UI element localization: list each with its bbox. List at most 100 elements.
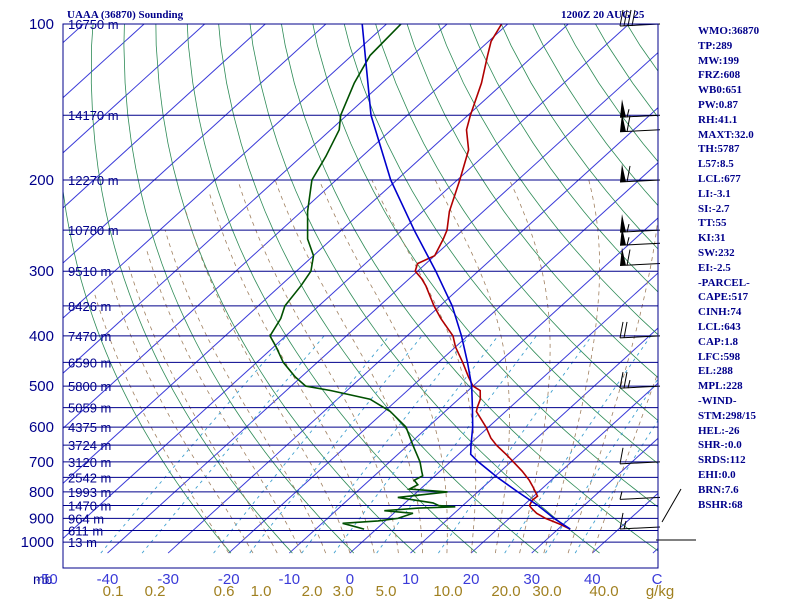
moist-adiabat-line <box>591 371 658 554</box>
wind-barb-pennant <box>620 163 626 182</box>
wind-barb-layer <box>619 9 696 541</box>
stability-index: LCL:677 <box>698 172 741 185</box>
mixing-ratio-line <box>213 335 390 554</box>
stability-index: HEL:-26 <box>698 424 740 437</box>
stability-index: EI:-2.5 <box>698 261 731 274</box>
isotherm-line <box>63 24 448 374</box>
temperature-tick-label: 10 <box>402 571 419 588</box>
dry-adiabat-line <box>765 0 800 553</box>
wind-barb-shaft <box>619 461 661 465</box>
stability-index: FRZ:608 <box>698 69 741 82</box>
stability-index: LCL:643 <box>698 320 741 333</box>
mixing-ratio-label: 30.0 <box>532 583 561 600</box>
isotherm-line <box>107 51 658 554</box>
stability-index: TT:55 <box>698 217 727 230</box>
isotherm-line <box>288 217 658 554</box>
mixing-ratio-line <box>376 335 537 554</box>
wind-barb <box>619 491 661 500</box>
stability-index: TH:5787 <box>698 143 740 156</box>
wind-barb-shaft <box>661 488 682 523</box>
wind-barb-half <box>627 380 631 389</box>
wind-barb-shaft <box>619 526 661 530</box>
sounding-time: 1200Z 20 AUG 25 <box>561 9 645 21</box>
stability-index: BSHR:68 <box>698 498 743 511</box>
mixing-ratio-line <box>249 335 423 554</box>
mixing-ratio-label: 10.0 <box>433 583 462 600</box>
stability-index: SRDS:112 <box>698 454 746 467</box>
height-label: 8426 m <box>68 299 111 314</box>
mixing-ratio-label: 40.0 <box>589 583 618 600</box>
wind-barb <box>619 214 661 233</box>
height-label: 7470 m <box>68 329 111 344</box>
wind-barb-half <box>626 109 630 118</box>
mixing-ratio-line <box>504 335 652 554</box>
pressure-tick-label: 700 <box>29 454 54 471</box>
moist-adiabat-line <box>371 179 477 554</box>
height-label: 3120 m <box>68 455 111 470</box>
stability-index: RH:41.1 <box>698 113 738 126</box>
temperature-tick-label: -10 <box>278 571 300 588</box>
height-label: 10780 m <box>68 223 119 238</box>
pressure-unit-label: mb <box>33 571 53 587</box>
height-label: 1993 m <box>68 485 111 500</box>
stability-index: LFC:598 <box>698 350 741 363</box>
height-label: 12270 m <box>68 173 119 188</box>
wind-barb-full <box>619 372 624 389</box>
moist-adiabat-line <box>509 179 551 554</box>
moist-adiabat-line <box>185 211 351 554</box>
wind-barb-full <box>631 9 636 27</box>
isotherm-line <box>63 24 388 319</box>
stability-index: LI:-3.1 <box>698 187 731 200</box>
dry-adiabat-line <box>249 24 600 554</box>
pressure-tick-label: 600 <box>29 419 54 436</box>
stability-index: -PARCEL- <box>698 276 750 289</box>
pressure-tick-label: 300 <box>29 263 54 280</box>
plot-frame <box>62 23 659 569</box>
wind-barb-pennant <box>620 214 626 233</box>
height-label: 9510 m <box>68 264 111 279</box>
moist-adiabat-line <box>237 179 399 554</box>
height-label: 4375 m <box>68 420 111 435</box>
isotherm-line <box>63 24 206 154</box>
isotherm-line <box>63 24 327 264</box>
dry-adiabat-line <box>90 24 293 554</box>
isotherm-line <box>470 382 658 554</box>
stability-index: WB0:651 <box>698 84 742 97</box>
temperature-tick-label: 30 <box>523 571 540 588</box>
stability-index: MW:199 <box>698 54 739 67</box>
wind-barb <box>619 163 661 183</box>
pressure-tick-label: 900 <box>29 510 54 527</box>
stability-indices-panel: WMO:36870 TP:289 MW:199 FRZ:608 WB0:651 PW:0.… <box>698 24 759 512</box>
height-label: 611 m <box>68 524 103 539</box>
isotherm-line <box>531 437 658 554</box>
profile-layer <box>269 24 571 530</box>
stability-index: SHR-:0.0 <box>698 439 742 452</box>
wind-barb-full <box>619 447 624 464</box>
stability-index: KI:31 <box>698 232 726 245</box>
stability-index: STM:298/15 <box>698 409 757 422</box>
mixing-ratio-label: 0.1 <box>103 583 124 600</box>
isotherm-line <box>63 24 570 485</box>
temperature-axis-label: C <box>652 571 663 588</box>
dry-adiabat-line <box>563 24 658 163</box>
dewpoint-profile-line <box>269 24 456 530</box>
moist-adiabat-line <box>164 230 327 554</box>
wind-barb-shaft <box>619 335 661 339</box>
moist-adiabat-line <box>274 179 423 554</box>
dry-adiabat-line <box>795 0 800 553</box>
stability-index: MAXT:32.0 <box>698 128 754 141</box>
mixing-ratio-line <box>141 335 325 554</box>
mixing-ratio-axis-label: g/kg <box>646 583 674 600</box>
wind-barb <box>619 247 661 267</box>
wind-barb-full <box>626 115 631 132</box>
sounding-title: UAAA (36870) Sounding <box>67 9 184 21</box>
wind-barb-shaft <box>619 263 661 267</box>
isotherm-line <box>63 24 630 540</box>
stability-index: BRN:7.6 <box>698 483 739 496</box>
mixing-ratio-label: 20.0 <box>491 583 520 600</box>
mixing-ratio-label: 5.0 <box>376 583 397 600</box>
isotherm-line <box>349 272 658 554</box>
moist-adiabat-line <box>318 179 448 554</box>
height-label: 14170 m <box>68 108 119 123</box>
